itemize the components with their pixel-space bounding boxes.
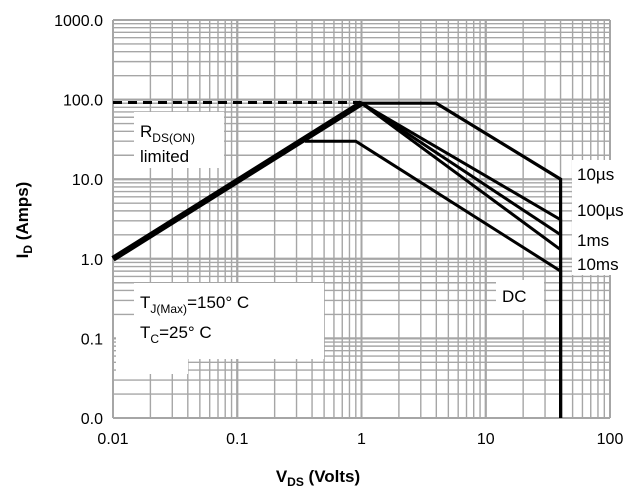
series-line-4 [304, 139, 563, 418]
series-line-3 [360, 101, 562, 251]
label-10us: 10µs [577, 165, 614, 184]
series-labels-bg [572, 160, 637, 275]
rds-label-line2: limited [140, 147, 189, 166]
label-100us: 100µs [577, 201, 624, 220]
y-tick-label: 0.1 [81, 331, 103, 348]
series-line-2 [360, 101, 562, 237]
x-tick-label: 100 [597, 431, 624, 448]
y-tick-label: 0.0 [81, 411, 103, 428]
x-tick-label: 10 [477, 431, 495, 448]
label-1ms: 1ms [577, 231, 609, 250]
label-10ms: 10ms [577, 255, 619, 274]
tj-label: TJ(Max)=150° C [140, 293, 249, 316]
conditions-box [134, 283, 324, 359]
y-tick-label: 1000.0 [54, 13, 103, 30]
rds-rising-line [111, 100, 364, 262]
y-tick-label: 10.0 [72, 172, 103, 189]
dc-label-bg [496, 280, 544, 310]
rds-annotation-bg [134, 112, 224, 168]
y-tick-label: 100.0 [63, 93, 103, 110]
x-tick-label: 1 [357, 431, 366, 448]
tick-labels: 0.01 0.1 1 10 100 1000.0 100.0 10.0 1.0 0.1 0.0 [54, 13, 623, 448]
dc-label: DC [502, 287, 527, 306]
y-axis-label: ID (Amps) [13, 182, 35, 259]
series-lines [111, 100, 563, 418]
rds-label: RDS(ON) [140, 122, 195, 145]
x-axis-label: VDS (Volts) [276, 467, 360, 489]
x-tick-label: 0.1 [226, 431, 248, 448]
tc-label: TC=25° C [140, 323, 212, 346]
x-tick-label: 0.01 [97, 431, 128, 448]
y-tick-label: 1.0 [81, 252, 103, 269]
